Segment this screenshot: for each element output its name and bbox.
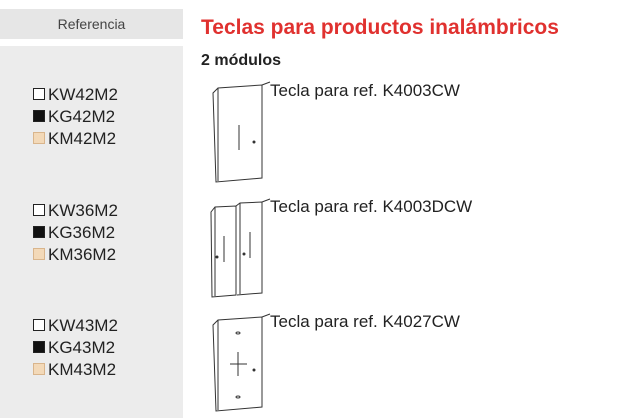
key-drawing xyxy=(212,81,271,183)
reference: KG43M2 xyxy=(33,337,115,359)
reference: KG36M2 xyxy=(33,222,115,244)
description: Tecla para ref. K4003DCW xyxy=(270,197,473,216)
key-drawing xyxy=(210,198,271,298)
reference-code: KG43M2 xyxy=(48,338,116,357)
subtitle: 2 módulos xyxy=(201,52,282,69)
color-swatch xyxy=(33,341,45,353)
color-swatch xyxy=(33,204,45,216)
description: Tecla para ref. K4027CW xyxy=(270,312,460,331)
reference-code: KG36M2 xyxy=(48,223,116,242)
color-swatch xyxy=(33,248,45,260)
reference: KM36M2 xyxy=(33,244,116,266)
reference-header: Referencia xyxy=(0,9,183,39)
reference-code: KG42M2 xyxy=(48,107,116,126)
reference: KW42M2 xyxy=(33,84,118,106)
reference-code: KW42M2 xyxy=(48,85,118,104)
title: Teclas para productos inalámbricos xyxy=(201,16,559,39)
reference-code: KM43M2 xyxy=(48,360,117,379)
reference-column xyxy=(0,46,183,418)
color-swatch xyxy=(33,88,45,100)
reference-code: KM42M2 xyxy=(48,129,117,148)
reference-code: KW36M2 xyxy=(48,201,118,220)
reference: KW36M2 xyxy=(33,200,118,222)
reference: KG42M2 xyxy=(33,106,115,128)
reference-code: KM36M2 xyxy=(48,245,117,264)
description: Tecla para ref. K4003CW xyxy=(270,81,460,100)
color-swatch xyxy=(33,226,45,238)
reference: KW43M2 xyxy=(33,315,118,337)
color-swatch xyxy=(33,132,45,144)
reference-code: KW43M2 xyxy=(48,316,118,335)
color-swatch xyxy=(33,319,45,331)
color-swatch xyxy=(33,363,45,375)
reference: KM43M2 xyxy=(33,359,116,381)
reference: KM42M2 xyxy=(33,128,116,150)
key-drawing xyxy=(212,313,271,412)
color-swatch xyxy=(33,110,45,122)
